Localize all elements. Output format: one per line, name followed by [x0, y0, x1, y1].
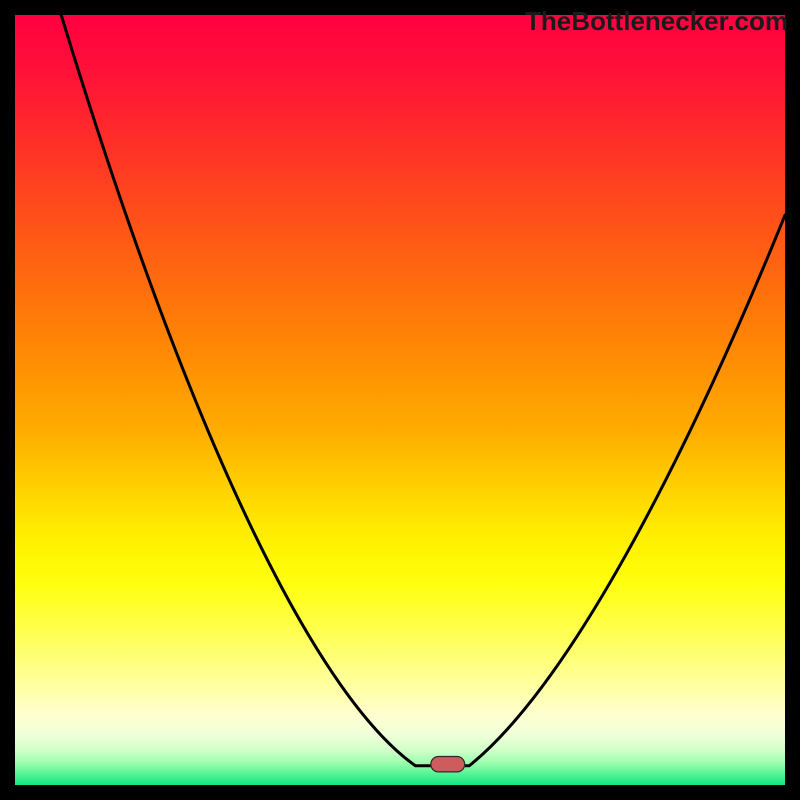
chart-svg: [0, 0, 800, 800]
watermark-text: TheBottlenecker.com: [525, 6, 788, 37]
plot-background: [15, 15, 785, 785]
chart-container: TheBottlenecker.com: [0, 0, 800, 800]
optimal-marker: [431, 757, 465, 772]
